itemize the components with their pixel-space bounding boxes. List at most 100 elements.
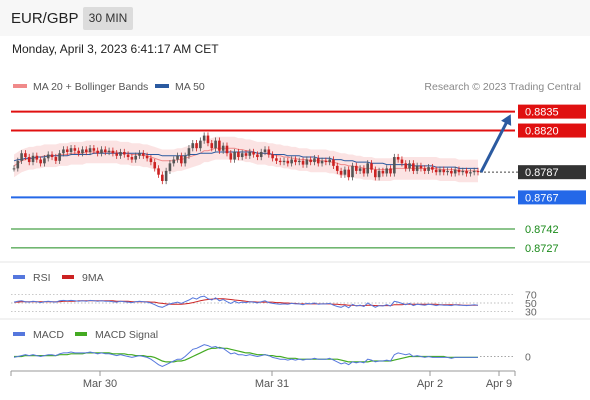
candle-body [157, 168, 160, 175]
candle-body [24, 153, 27, 158]
candle-body [431, 167, 434, 170]
candle-body [134, 155, 138, 160]
candle-body [335, 165, 339, 171]
candle-body [381, 170, 385, 174]
candle-body [244, 153, 248, 156]
candle-body [122, 151, 126, 155]
candle-body [73, 148, 77, 151]
candle-body [142, 153, 145, 156]
legend-macd-swatch [13, 332, 25, 336]
candle-body [172, 159, 176, 164]
candle-body [434, 169, 438, 173]
legend-ma20-swatch [13, 84, 27, 88]
candle-body [43, 158, 46, 164]
candle-body [309, 159, 312, 163]
candle-body [27, 157, 31, 163]
legend-rsi-label: RSI [33, 272, 51, 284]
candle-body [103, 149, 107, 152]
candle-body [206, 135, 210, 144]
candle-body [332, 159, 335, 166]
bollinger-bands [14, 136, 478, 183]
candle-body [305, 159, 309, 165]
candle-body [415, 165, 419, 171]
legend-macd-signal-label: MACD Signal [95, 329, 158, 341]
candle-body [100, 149, 103, 154]
candle-body [366, 163, 370, 174]
candle-body [20, 153, 23, 161]
candle-body [233, 151, 236, 160]
candle-body [400, 159, 404, 164]
candle-body [412, 163, 415, 171]
candle-body [214, 140, 217, 149]
candle-body [427, 167, 430, 171]
candle-body [275, 158, 278, 161]
candle-body [320, 160, 324, 164]
candle-body [92, 148, 96, 151]
legend-macd-signal-swatch [75, 332, 87, 336]
legend-rsi-swatch [13, 275, 25, 279]
candle-body [457, 169, 461, 173]
candle-body [221, 145, 225, 151]
candle-body [12, 168, 16, 170]
candle-body [271, 154, 274, 159]
candle-body [404, 163, 408, 169]
symbol-title: EUR/GBP [11, 10, 79, 27]
candle-body [145, 155, 149, 159]
candle-body [465, 170, 468, 174]
legend-ma20-label: MA 20 + Bollinger Bands [33, 81, 148, 93]
candle-body [96, 150, 99, 154]
candle-body [476, 170, 480, 173]
legend-9ma-swatch [62, 275, 74, 279]
macd-panel: 0 [13, 344, 531, 368]
level-box-0.8820 [518, 123, 586, 138]
x-tick-label-apr-2: Apr 2 [417, 378, 443, 390]
candle-body [377, 170, 381, 178]
candle-body [168, 163, 172, 171]
level-box-0.8787 [518, 165, 586, 180]
candle-body [39, 159, 42, 164]
candle-body [446, 170, 449, 173]
x-tick-label-mar-31: Mar 31 [255, 378, 289, 390]
candle-body [107, 150, 111, 152]
candle-body [393, 157, 396, 174]
candle-body [389, 168, 392, 174]
candle-body [161, 174, 164, 181]
legend-ma50-label: MA 50 [175, 81, 205, 93]
candle-body [237, 151, 240, 158]
candle-body [119, 151, 122, 156]
rsi-level-label-70: 70 [525, 289, 537, 301]
macd-line [13, 344, 478, 368]
candle-body [324, 160, 328, 163]
candle-body [195, 143, 198, 149]
price-levels [11, 110, 518, 249]
candle-body [374, 169, 377, 178]
bollinger-band-area [14, 136, 478, 183]
candle-body [77, 150, 80, 154]
candle-body [58, 153, 61, 161]
candle-body [347, 169, 350, 178]
candle-body [65, 149, 69, 152]
legend-ma50-swatch [155, 84, 169, 88]
candle-body [343, 169, 347, 175]
x-axis: Mar 30 Mar 31 Apr 2 Apr 9 [10, 371, 516, 390]
candle-body [358, 168, 362, 171]
candle-body [396, 157, 400, 160]
candle-body [180, 155, 183, 164]
candle-body [419, 165, 423, 169]
level-box-0.8835 [518, 104, 586, 119]
timeframe-button[interactable]: 30 MIN [83, 7, 133, 30]
candle-body [126, 154, 130, 158]
rsi-level-label-50: 50 [525, 298, 537, 310]
candle-body [229, 153, 233, 160]
candle-body [35, 155, 39, 160]
x-tick-label-mar-30: Mar 30 [83, 378, 117, 390]
candle-body [191, 143, 195, 149]
legend-macd-label: MACD [33, 329, 64, 341]
candle-body [210, 143, 214, 149]
candle-body [62, 149, 65, 154]
candle-body [351, 165, 354, 178]
candle-body [183, 155, 187, 164]
candle-body [130, 157, 134, 160]
